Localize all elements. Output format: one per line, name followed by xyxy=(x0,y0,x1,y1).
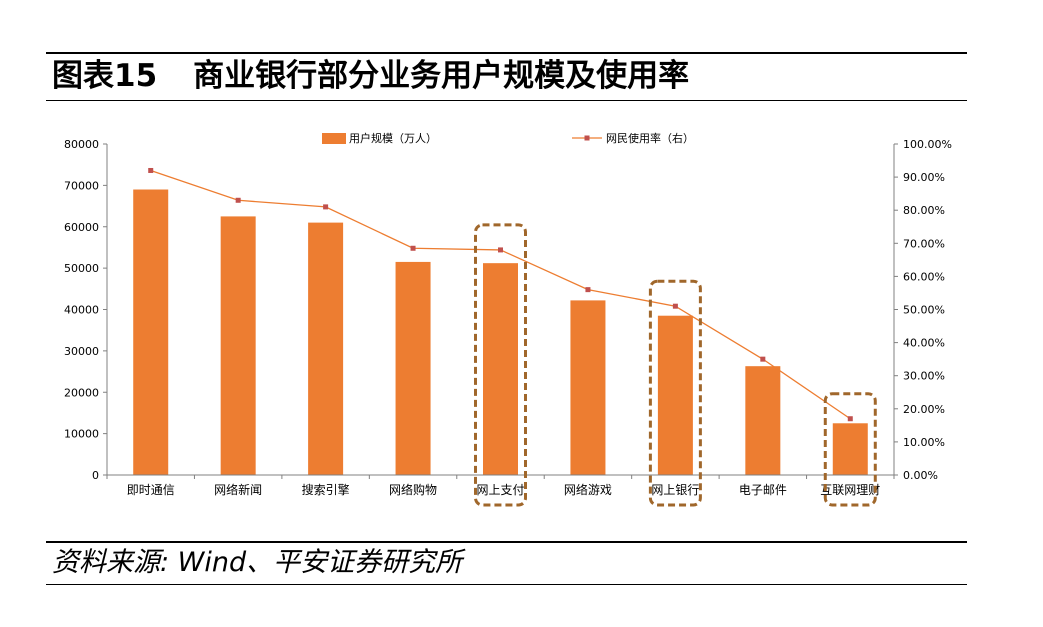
right-tick-label: 10.00% xyxy=(903,436,945,449)
bar xyxy=(395,261,431,475)
left-tick-label: 80000 xyxy=(64,138,99,151)
category-label: 网络新闻 xyxy=(214,482,262,497)
bar xyxy=(133,189,169,475)
highlight-boxes xyxy=(474,223,877,507)
left-tick-label: 70000 xyxy=(64,179,99,192)
line-point xyxy=(847,416,853,422)
top-rule xyxy=(46,52,967,54)
category-label: 网上银行 xyxy=(651,483,699,497)
left-y-axis: 0 10000 20000 30000 40000 50000 60000 70000 8000… xyxy=(64,138,108,482)
bar-series xyxy=(133,189,868,475)
left-tick-label: 30000 xyxy=(64,345,99,358)
chart-legend: 用户规模（万人） 网民使用率（右） xyxy=(322,131,694,145)
source-note: 资料来源: Wind、平安证券研究所 xyxy=(52,547,463,578)
bar xyxy=(657,315,693,475)
right-tick-label: 90.00% xyxy=(903,171,945,184)
right-tick-label: 0.00% xyxy=(903,469,938,482)
legend-label-bar: 用户规模（万人） xyxy=(349,131,437,145)
bar xyxy=(570,300,606,475)
left-tick-label: 40000 xyxy=(64,304,99,317)
title-underline xyxy=(46,100,967,101)
legend-label-line: 网民使用率（右） xyxy=(606,131,694,145)
highlight-box xyxy=(648,279,702,507)
line-point xyxy=(410,245,416,251)
bar xyxy=(483,263,518,475)
category-label: 搜索引擎 xyxy=(302,482,350,497)
figure-number: 图表15 xyxy=(52,58,158,94)
category-label: 互联网理财 xyxy=(820,483,880,497)
category-label: 电子邮件 xyxy=(739,483,787,497)
category-label: 即时通信 xyxy=(127,483,175,497)
left-tick-label: 10000 xyxy=(64,428,99,441)
category-label: 网络购物 xyxy=(389,482,437,497)
right-tick-label: 50.00% xyxy=(903,304,945,317)
left-tick-label: 50000 xyxy=(64,262,99,275)
right-tick-label: 80.00% xyxy=(903,204,945,217)
line-point xyxy=(672,303,678,309)
left-tick-label: 60000 xyxy=(64,221,99,234)
x-axis: 即时通信 网络新闻 搜索引擎 网络购物 网上支付 网络游戏 网上银行 电子邮件 互联网理财 xyxy=(106,474,895,497)
line-series xyxy=(148,167,853,422)
line-point xyxy=(148,167,154,173)
line-point xyxy=(760,356,766,362)
source-bottom-rule xyxy=(46,584,967,585)
source-top-rule xyxy=(46,541,967,543)
line-point xyxy=(498,247,503,253)
right-tick-label: 30.00% xyxy=(903,370,945,383)
bar xyxy=(308,222,344,475)
right-tick-label: 20.00% xyxy=(903,403,945,416)
bar xyxy=(220,216,256,475)
right-tick-label: 40.00% xyxy=(903,337,945,350)
category-label: 网络游戏 xyxy=(564,482,612,497)
bar xyxy=(745,366,781,475)
left-tick-label: 0 xyxy=(92,469,99,482)
right-tick-label: 60.00% xyxy=(903,270,945,283)
left-tick-label: 20000 xyxy=(64,386,99,399)
line-point xyxy=(323,204,329,210)
right-tick-label: 100.00% xyxy=(903,138,952,151)
highlight-box xyxy=(823,392,877,507)
legend-swatch-marker xyxy=(584,135,590,141)
line-point xyxy=(235,197,241,203)
figure-title: 图表15 商业银行部分业务用户规模及使用率 xyxy=(52,53,689,99)
figure-title-text: 商业银行部分业务用户规模及使用率 xyxy=(193,58,690,94)
legend-swatch-bar xyxy=(322,133,346,144)
category-label: 网上支付 xyxy=(476,483,524,497)
right-y-axis: 0.00% 10.00% 20.00% 30.00% 40.00% 50.00% 60.00… xyxy=(893,138,952,482)
line-point xyxy=(585,287,591,293)
right-tick-label: 70.00% xyxy=(903,237,945,250)
highlight-box xyxy=(474,223,527,507)
bar xyxy=(832,423,868,475)
